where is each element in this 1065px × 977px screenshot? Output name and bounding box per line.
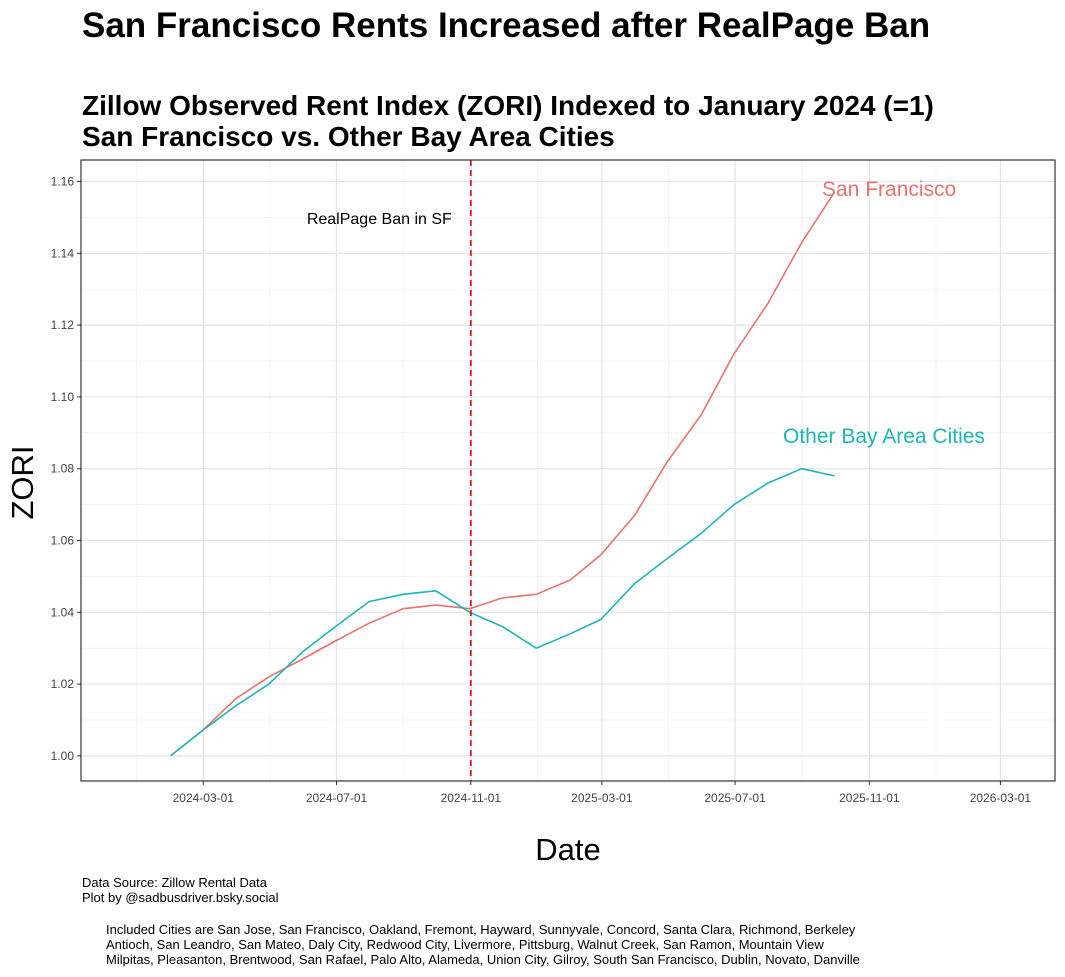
x-tick-label: 2025-07-01 <box>704 791 766 805</box>
series-line-san-francisco <box>170 191 836 757</box>
x-axis-title: Date <box>535 832 600 867</box>
x-tick-label: 2024-07-01 <box>306 791 368 805</box>
y-tick-label: 1.12 <box>51 318 75 332</box>
line-chart: 1.00 1.02 1.04 1.06 1.08 1.10 1.12 1.14 1.16 2024… <box>5 159 1056 867</box>
x-tick-label: 2026-03-01 <box>970 791 1032 805</box>
x-tick-label: 2024-11-01 <box>441 791 502 805</box>
y-tick-label: 1.14 <box>51 246 75 260</box>
cities-line-3: Milpitas, Pleasanton, Brentwood, San Raf… <box>106 952 860 967</box>
y-tick-label: 1.02 <box>51 677 75 691</box>
subtitle-line-1: Zillow Observed Rent Index (ZORI) Indexe… <box>82 90 934 121</box>
major-gridlines <box>81 160 1055 781</box>
y-tick-label: 1.04 <box>51 605 75 619</box>
minor-gridlines <box>81 160 1055 781</box>
subtitle-line-2: San Francisco vs. Other Bay Area Cities <box>82 121 615 152</box>
source-line-1: Data Source: Zillow Rental Data <box>82 875 267 890</box>
included-cities-note: Included Cities are San Jose, San Franci… <box>106 922 860 967</box>
x-tick-label: 2025-03-01 <box>571 791 633 805</box>
y-tick-label: 1.10 <box>51 390 75 404</box>
y-tick-label: 1.06 <box>51 533 75 547</box>
series-label-other-bay-area: Other Bay Area Cities <box>783 425 985 448</box>
source-line-2: Plot by @sadbusdriver.bsky.social <box>82 890 279 905</box>
cities-line-1: Included Cities are San Jose, San Franci… <box>106 922 856 937</box>
plot-panel <box>81 160 1055 781</box>
chart-subtitle: Zillow Observed Rent Index (ZORI) Indexe… <box>82 90 934 152</box>
chart-title: San Francisco Rents Increased after Real… <box>82 6 931 45</box>
y-tick-label: 1.16 <box>51 175 75 189</box>
plot-border <box>80 159 1056 782</box>
x-tick-label: 2024-03-01 <box>173 791 235 805</box>
y-tick-label: 1.08 <box>51 462 75 476</box>
series-label-san-francisco: San Francisco <box>822 178 956 201</box>
series-line-other-bay-area <box>170 467 835 757</box>
ban-annotation: RealPage Ban in SF <box>307 211 452 228</box>
x-tick-label: 2025-11-01 <box>839 791 900 805</box>
y-tick-label: 1.00 <box>51 749 75 763</box>
y-axis-title: ZORI <box>5 445 40 519</box>
cities-line-2: Antioch, San Leandro, San Mateo, Daly Ci… <box>106 937 824 952</box>
source-note: Data Source: Zillow Rental Data Plot by … <box>82 875 279 905</box>
